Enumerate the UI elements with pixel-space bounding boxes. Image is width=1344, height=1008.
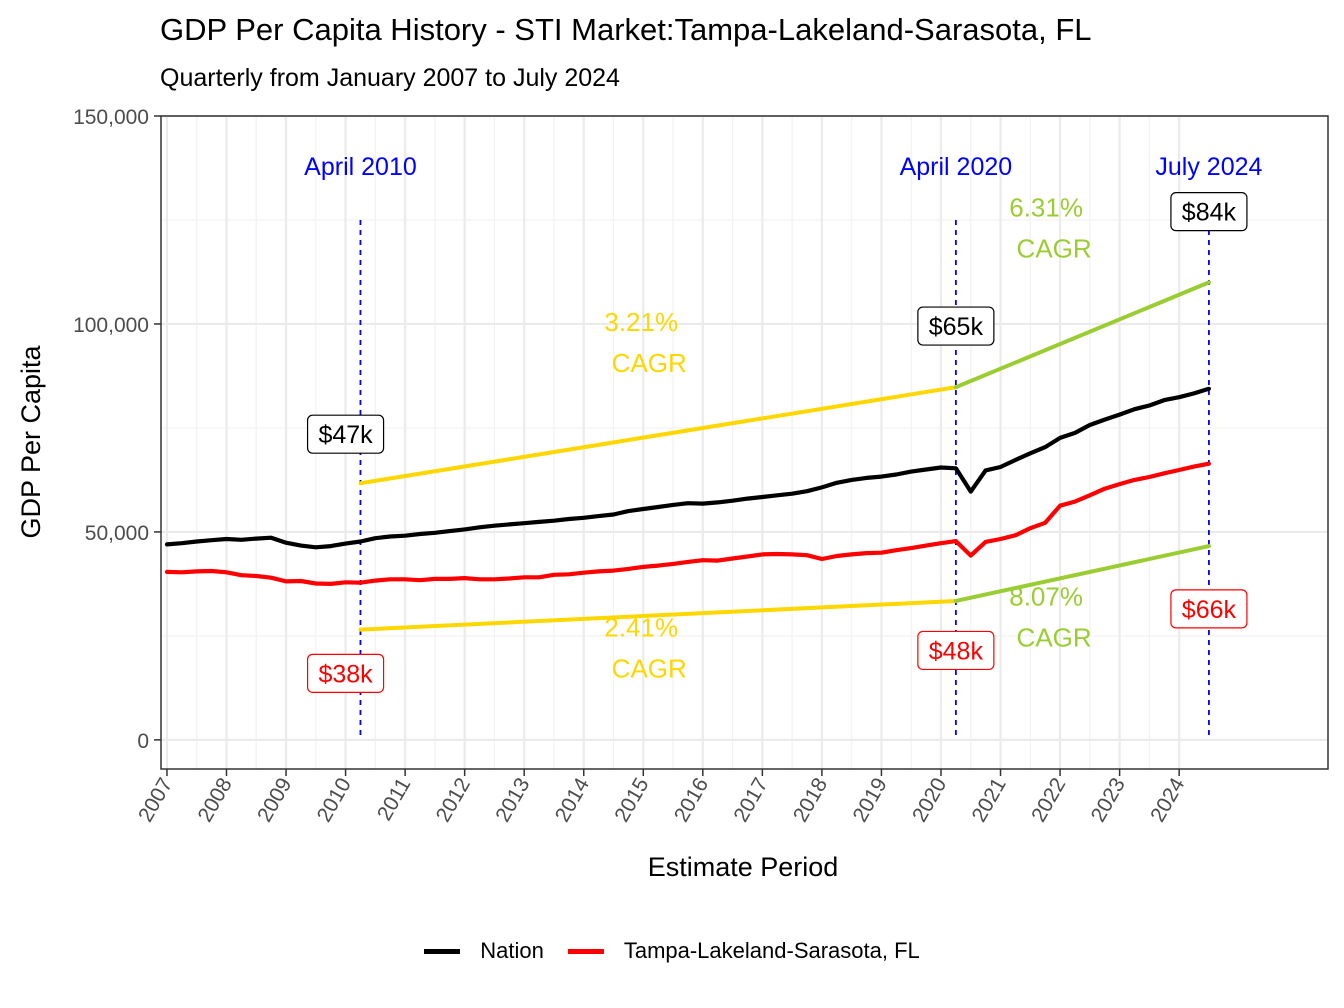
x-tick-label: 2008 xyxy=(194,774,237,826)
legend-item-tampa: Tampa-Lakeland-Sarasota, FL xyxy=(567,938,920,964)
x-tick-label: 2009 xyxy=(253,774,296,826)
period-marker-label: April 2020 xyxy=(900,153,1013,181)
x-tick-label: 2013 xyxy=(491,774,534,826)
x-tick-label: 2010 xyxy=(313,774,356,826)
y-tick-label: 100,000 xyxy=(73,314,149,337)
series-line-nation xyxy=(164,386,1212,550)
cagr-line xyxy=(953,544,1211,603)
x-axis-label: Estimate Period xyxy=(648,852,839,882)
x-tick-label: 2022 xyxy=(1027,774,1070,826)
y-tick-label: 50,000 xyxy=(85,522,149,545)
value-label: $48k xyxy=(929,637,984,665)
legend: Nation Tampa-Lakeland-Sarasota, FL xyxy=(0,938,1344,964)
y-tick-label: 150,000 xyxy=(73,106,149,129)
chart-title: GDP Per Capita History - STI Market:Tamp… xyxy=(160,12,1092,47)
series-line-tampa xyxy=(164,461,1212,587)
series-lines xyxy=(164,386,1212,587)
x-tick-label: 2011 xyxy=(373,774,416,825)
x-tick-label: 2024 xyxy=(1146,774,1189,826)
value-label: $47k xyxy=(318,421,373,449)
chart-subtitle: Quarterly from January 2007 to July 2024 xyxy=(160,64,620,92)
legend-swatch-nation xyxy=(424,948,461,954)
x-tick-label: 2007 xyxy=(134,774,177,826)
x-tick-label: 2020 xyxy=(908,774,951,826)
value-label: $84k xyxy=(1182,199,1237,227)
value-label-box xyxy=(917,306,995,346)
cagr-suffix-label: CAGR xyxy=(1017,622,1092,652)
x-tick-label: 2016 xyxy=(670,774,713,826)
plot-panel-border xyxy=(160,115,1329,770)
value-label-box xyxy=(1170,192,1248,232)
cagr-line xyxy=(953,280,1211,390)
period-marker-label: July 2024 xyxy=(1155,153,1262,181)
x-tick-label: 2014 xyxy=(551,774,594,826)
cagr-lines xyxy=(358,280,1211,632)
value-label-box xyxy=(306,414,385,454)
period-marker-label: April 2010 xyxy=(304,153,417,181)
value-label-box xyxy=(306,653,385,693)
y-axis-label: GDP Per Capita xyxy=(16,344,46,538)
value-label: $66k xyxy=(1182,596,1237,624)
legend-swatch-tampa xyxy=(567,948,604,954)
x-tick-label: 2023 xyxy=(1087,774,1130,826)
cagr-suffix-label: CAGR xyxy=(612,348,687,378)
x-tick-label: 2015 xyxy=(610,774,653,826)
x-tick-label: 2012 xyxy=(432,774,475,826)
legend-item-nation: Nation xyxy=(424,938,544,964)
cagr-line xyxy=(358,385,958,486)
cagr-rate-label: 2.41% xyxy=(604,613,678,643)
value-label-box xyxy=(917,630,995,671)
cagr-line xyxy=(358,598,958,632)
period-markers xyxy=(359,219,1210,740)
cagr-suffix-label: CAGR xyxy=(1017,234,1092,264)
annotations: April 2010 April 2020 July 2024 $47k $65k $84… xyxy=(304,153,1263,693)
value-label: $65k xyxy=(929,313,984,341)
legend-label-nation: Nation xyxy=(480,938,544,963)
x-tick-label: 2017 xyxy=(729,774,772,826)
cagr-rate-label: 6.31% xyxy=(1009,193,1083,223)
value-label-box xyxy=(1170,589,1248,629)
x-tick-label: 2021 xyxy=(968,774,1011,826)
x-tick-label: 2019 xyxy=(848,774,891,826)
chart-plot: April 2010 April 2020 July 2024 $47k $65k $84… xyxy=(16,106,1329,882)
y-tick-label: 0 xyxy=(137,730,149,753)
cagr-suffix-label: CAGR xyxy=(612,654,687,684)
cagr-rate-label: 3.21% xyxy=(604,307,678,337)
legend-label-tampa: Tampa-Lakeland-Sarasota, FL xyxy=(623,938,920,963)
x-tick-label: 2018 xyxy=(789,774,832,826)
value-label: $38k xyxy=(318,660,373,688)
cagr-rate-label: 8.07% xyxy=(1009,581,1083,611)
